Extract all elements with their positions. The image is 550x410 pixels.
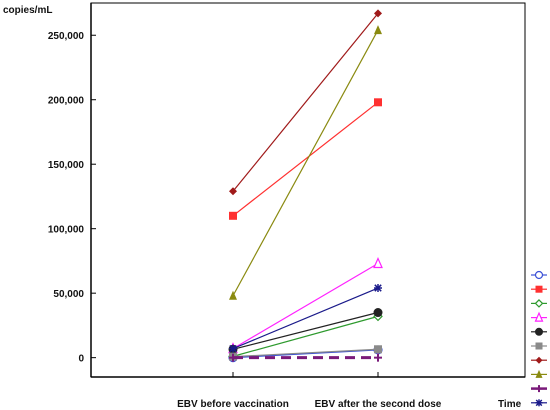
series-line	[232, 262, 379, 350]
marker-diamond	[535, 356, 543, 364]
legend-item	[531, 299, 547, 308]
series	[228, 308, 383, 354]
x-tick-label: EBV after the second dose	[315, 399, 442, 410]
marker-asterisk	[535, 399, 543, 407]
marker-circle	[534, 270, 544, 280]
series	[229, 9, 382, 196]
series	[229, 353, 382, 362]
y-tick-label: 150,000	[48, 160, 85, 171]
marker-diamond	[534, 299, 544, 308]
y-tick-label: 100,000	[48, 225, 85, 236]
y-tick-label: 50,000	[53, 289, 84, 300]
series-line	[232, 348, 379, 358]
x-axis-title: Time	[498, 399, 522, 410]
x-tick-label: EBV before vaccination	[177, 399, 289, 410]
y-tick-label: 250,000	[48, 31, 85, 42]
series-line	[232, 311, 379, 350]
marker-triangle	[229, 290, 237, 300]
y-tick-label: 0	[78, 354, 84, 365]
series-group	[228, 9, 383, 363]
plot-frame	[90, 2, 526, 378]
series-line	[232, 29, 379, 297]
marker-square	[535, 285, 543, 293]
legend-item	[531, 311, 547, 322]
legend	[531, 270, 547, 407]
y-tick-label: 200,000	[48, 96, 85, 107]
legend-item	[531, 369, 547, 378]
legend-item	[531, 356, 547, 364]
y-axis-title: copies/mL	[3, 5, 52, 16]
marker-asterisk	[374, 284, 382, 292]
series	[229, 25, 382, 300]
series-line	[232, 101, 379, 217]
legend-item	[531, 399, 547, 407]
marker-triangle	[535, 369, 543, 378]
marker-triangle	[534, 311, 544, 322]
marker-square	[535, 342, 543, 350]
marker-diamond	[229, 187, 237, 196]
marker-square	[229, 211, 237, 220]
marker-circle	[373, 308, 383, 318]
marker-square	[374, 345, 382, 354]
series-line	[232, 287, 379, 350]
series	[229, 98, 382, 220]
series	[228, 345, 383, 363]
legend-item	[531, 327, 547, 336]
y-ticks: 0 50,000 100,000 150,000 200,000 250,000	[48, 31, 96, 365]
series-line	[232, 315, 379, 357]
legend-item	[531, 342, 547, 350]
legend-item	[531, 270, 547, 280]
marker-asterisk	[229, 344, 237, 353]
marker-diamond	[374, 9, 382, 18]
legend-item	[531, 385, 547, 393]
series	[229, 284, 382, 353]
marker-triangle	[374, 25, 382, 35]
series	[228, 257, 383, 354]
legend-item	[531, 285, 547, 293]
marker-circle	[535, 327, 543, 336]
marker-square	[374, 98, 382, 107]
series-line	[232, 12, 379, 192]
x-ticks: EBV before vaccination EBV after the seco…	[177, 372, 442, 410]
marker-triangle	[373, 257, 383, 269]
